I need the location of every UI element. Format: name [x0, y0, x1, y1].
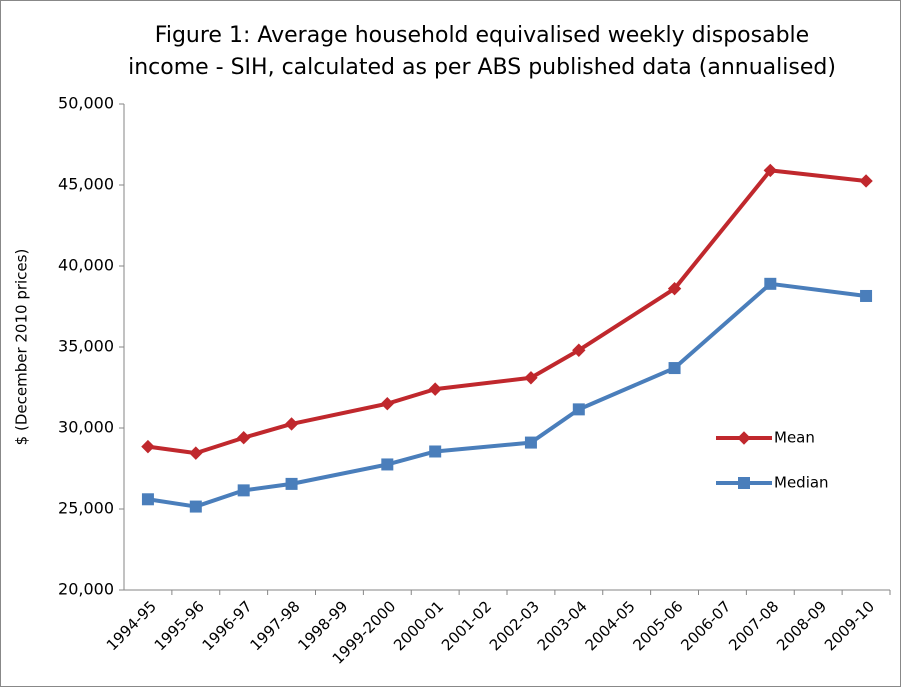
y-tick-label: 20,000 — [58, 580, 114, 599]
y-tick-label: 25,000 — [58, 499, 114, 518]
data-point — [189, 500, 202, 513]
y-tick-label: 50,000 — [58, 94, 114, 113]
data-point — [524, 371, 538, 385]
y-axis-label: $ (December 2010 prices) — [13, 249, 31, 446]
data-point — [381, 458, 394, 471]
legend-marker — [738, 477, 750, 489]
legend-marker — [737, 431, 751, 445]
y-tick-label: 35,000 — [58, 337, 114, 356]
data-point — [429, 445, 442, 458]
data-point — [284, 417, 299, 431]
y-tick-label: 30,000 — [58, 418, 114, 437]
legend-label: Median — [774, 474, 829, 492]
chart-title: Figure 1: Average household equivalised … — [128, 23, 836, 80]
data-point — [141, 493, 154, 506]
data-point — [237, 484, 250, 497]
data-point — [572, 403, 585, 416]
data-point — [764, 277, 777, 290]
data-point — [859, 174, 873, 188]
data-point — [763, 163, 778, 178]
data-point — [667, 281, 682, 296]
data-point — [236, 431, 251, 445]
data-point — [141, 439, 155, 454]
data-point — [668, 362, 681, 375]
data-point — [189, 446, 203, 460]
y-tick-label: 45,000 — [58, 175, 114, 194]
data-point — [285, 477, 298, 490]
y-tick-label: 40,000 — [58, 256, 114, 275]
legend-label: Mean — [774, 429, 815, 447]
data-point — [380, 396, 395, 411]
data-point — [572, 343, 586, 357]
data-point — [524, 436, 537, 449]
data-point — [428, 382, 442, 396]
data-point — [860, 289, 873, 302]
